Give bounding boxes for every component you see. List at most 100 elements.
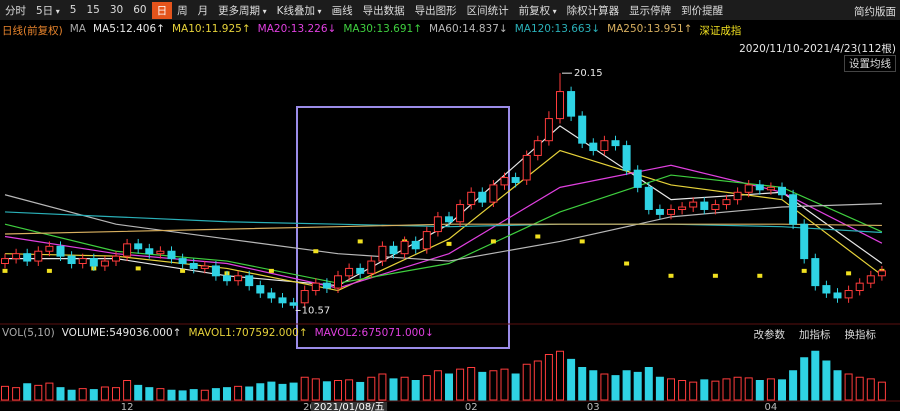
indicator-button[interactable]: 换指标 [844,329,877,341]
candle-body [112,255,120,262]
volume-bar [678,380,687,401]
overlay-point [757,273,763,278]
layout-button[interactable]: 简约版面 [854,6,896,18]
candle-body [522,154,531,181]
toolbar-button[interactable]: 5日 [31,2,65,19]
volume-bar [23,383,32,401]
toolbar-button[interactable]: 导出数据 [362,4,405,17]
candle-body [456,204,465,223]
candle-body [644,186,653,210]
overlay-point [446,241,452,246]
toolbar-button[interactable]: 月 [197,4,209,17]
volume-bar [433,370,442,401]
candle-body [178,258,187,265]
candle-body [345,267,354,277]
volume-legend-item: MAVOL2:675071.000↓ [314,327,434,339]
overlay-point [180,268,186,273]
candle-body [855,282,864,292]
volume-bar [855,376,864,401]
candle-body [123,243,132,257]
candle-body [755,184,764,191]
toolbar-button[interactable]: 到价提醒 [681,4,724,17]
candle-body [223,275,231,282]
toolbar-button[interactable]: 更多周期 [213,2,272,19]
volume-bar [667,378,675,401]
volume-bar [123,380,132,401]
candle-body [145,248,154,255]
volume-bar [156,388,165,401]
toolbar-button[interactable]: 前复权 [514,2,562,19]
candle-body [689,201,698,208]
volume-bar [633,371,642,401]
candle-body [45,245,54,252]
ma-settings[interactable]: 设置均线 [844,55,896,72]
x-tick-label: 2021/01/08/五 [314,402,385,411]
toolbar-button[interactable]: 除权计算器 [566,4,620,17]
ma-title: MA [69,23,86,35]
volume-bar [1,385,9,401]
indicator-button[interactable]: 加指标 [799,329,831,341]
volume-bar [489,370,498,401]
candle-body [478,191,487,203]
toolbar-button[interactable]: 区间统计 [466,4,509,17]
x-tick-label: 04 [765,402,778,411]
volume-bar [267,381,276,401]
toolbar-button[interactable]: 15 [86,4,100,16]
volume-bar [278,383,287,401]
volume-bar [700,379,709,401]
volume-bar [167,389,176,401]
overlay-point [2,268,8,273]
volume-bar [100,386,109,401]
volume-bar [311,378,320,401]
volume-bar [533,360,542,401]
volume-bar [189,389,198,401]
volume-bar [223,387,231,401]
ma-legend-item: MA5:12.406↑ [92,23,165,35]
candle-body [600,140,609,152]
volume-bar [778,379,786,401]
candle-body [245,275,254,287]
toolbar-button[interactable]: 导出图形 [414,4,457,17]
chart-title: 日线(前复权) [2,25,63,37]
toolbar-button[interactable]: K线叠加 [272,2,327,19]
toolbar-button[interactable]: 日 [151,1,173,19]
volume-bar [611,375,620,401]
ma-line [4,174,883,284]
volume-bar [822,360,831,401]
volume-bar [467,367,476,401]
volume-bar [511,373,520,401]
volume-bar [67,389,76,401]
toolbar-button[interactable]: 周 [177,4,188,17]
range-text: 2020/11/10-2021/4/23(112根) [739,43,896,55]
price-annotation: 20.15 [574,68,603,79]
candle-body [78,258,87,265]
candle-body [211,265,220,277]
candle-body [1,258,9,265]
toolbar-button[interactable]: 分时 [5,4,26,17]
toolbar-button[interactable]: 60 [133,4,147,16]
candle-body [256,285,265,294]
candle-body [34,250,43,262]
indicator-button[interactable]: 改参数 [753,329,786,341]
volume-bar [378,373,387,401]
overlay-legend: 深证成指 [699,25,742,37]
candle-body [678,206,687,210]
ma-legend-item: MA20:13.226↓ [257,23,337,35]
toolbar-button[interactable]: 5 [69,4,77,16]
x-tick-label: 12 [121,402,134,411]
volume-bar [644,367,653,401]
toolbar-button[interactable]: 显示停牌 [629,4,672,17]
volume-bar [789,370,798,401]
toolbar-button[interactable]: 30 [109,4,124,16]
candle-body [544,118,553,142]
volume-bar [655,376,664,401]
volume-bar [178,390,187,401]
candle-body [533,140,542,156]
overlay-point [490,239,496,244]
toolbar-button[interactable]: 画线 [331,4,353,17]
candle-body [389,245,398,255]
volume-bar [722,378,731,401]
volume-bar [755,380,764,401]
candle-body [234,275,243,282]
candle-body [700,201,709,210]
